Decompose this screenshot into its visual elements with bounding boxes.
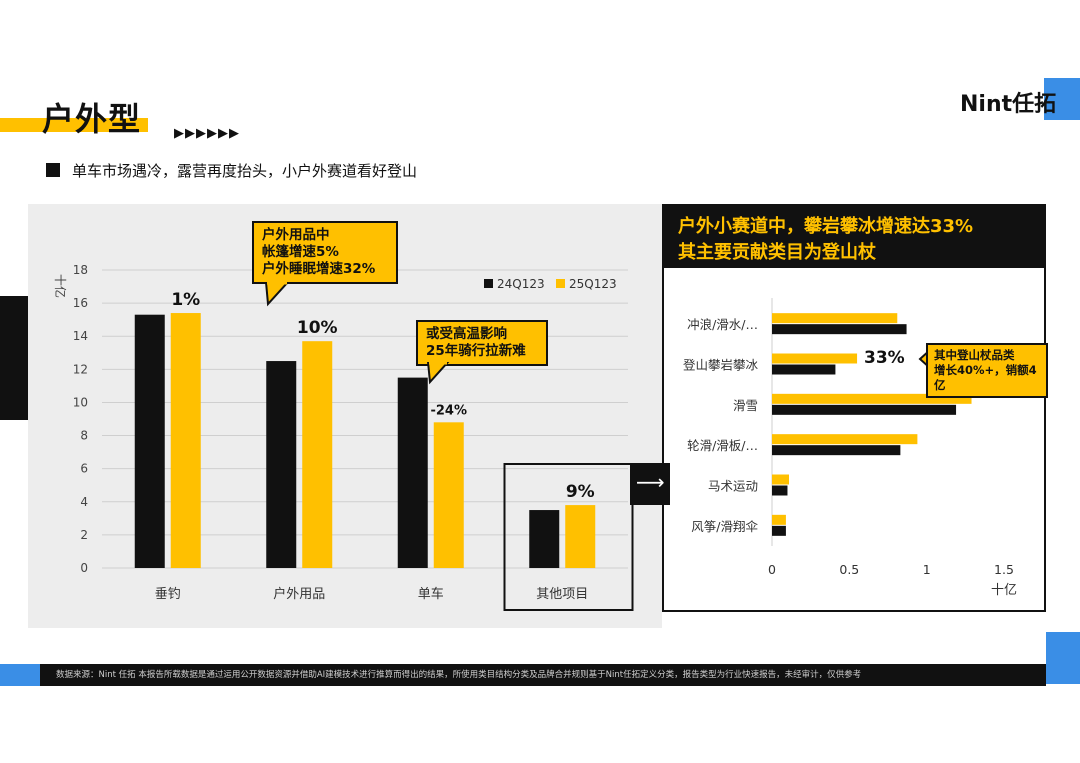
bar-25Q123 xyxy=(565,505,596,568)
y-tick-label: 0 xyxy=(80,561,88,575)
x-tick-label: 其他项目 xyxy=(536,587,588,602)
y-tick-label: 10 xyxy=(73,395,88,409)
highlight-growth-label: 33% xyxy=(864,348,905,368)
right-card-header xyxy=(664,206,1044,268)
growth-data-label: 1% xyxy=(171,290,200,310)
bar-24Q123 xyxy=(397,377,428,568)
bar-24Q123 xyxy=(529,510,560,568)
growth-data-label: 10% xyxy=(297,318,338,338)
bar-24Q123 xyxy=(772,404,957,415)
callout-line: 户外用品中 xyxy=(262,227,330,243)
bar-24Q123 xyxy=(772,364,836,375)
y-tick-label: 2 xyxy=(80,528,88,542)
y-axis-label: 十亿 xyxy=(53,274,68,298)
bar-24Q123 xyxy=(772,485,788,496)
callout-line: 帐篷增速5% xyxy=(262,244,339,260)
bar-25Q123 xyxy=(772,393,972,404)
callout-line: 或受高温影响 xyxy=(426,326,507,342)
y-tick-label: 滑雪 xyxy=(733,398,758,413)
bar-25Q123 xyxy=(772,353,858,364)
bar-25Q123 xyxy=(433,422,464,568)
growth-data-label: 9% xyxy=(566,482,595,502)
right-edge-block xyxy=(1046,632,1080,684)
long-arrow-right-icon: ⟶ xyxy=(636,470,665,494)
y-tick-label: 12 xyxy=(73,362,88,376)
y-tick-label: 6 xyxy=(80,462,88,476)
bar-24Q123 xyxy=(772,445,901,456)
y-tick-label: 14 xyxy=(73,329,88,343)
highlight-box xyxy=(503,463,634,611)
callout-line: 其中登山杖品类 xyxy=(934,348,1015,362)
legend-label: 24Q123 xyxy=(497,277,545,291)
y-tick-label: 16 xyxy=(73,296,88,310)
bar-24Q123 xyxy=(772,324,907,335)
arrow-decoration: ▶▶▶▶▶▶ xyxy=(174,126,240,141)
x-tick-label: 0 xyxy=(768,562,776,577)
connector-box xyxy=(630,463,670,505)
brand-logo: Nint任拓 xyxy=(960,92,1057,117)
bar-25Q123 xyxy=(772,514,786,525)
y-tick-label: 18 xyxy=(73,263,88,277)
footer-disclaimer: 数据来源：Nint 任拓 本报告所载数据是通过运用公开数据资源并借助AI建模技术… xyxy=(40,664,1046,686)
callout-cycling: 或受高温影响 25年骑行拉新难 xyxy=(416,320,548,366)
callout-pointer xyxy=(426,362,450,385)
x-tick-label: 垂钓 xyxy=(155,587,181,602)
bar-25Q123 xyxy=(302,341,333,568)
y-tick-label: 8 xyxy=(80,429,88,443)
left-edge-block xyxy=(0,296,28,420)
callout-trekking-poles: 其中登山杖品类 增长40%+，销额4亿 xyxy=(926,343,1048,398)
title-underline-bar xyxy=(0,118,148,132)
y-tick-label: 风筝/滑翔伞 xyxy=(691,519,758,534)
footer-accent-block xyxy=(0,664,40,686)
bar-25Q123 xyxy=(772,313,898,324)
callout-line: 25年骑行拉新难 xyxy=(426,343,526,359)
page-subtitle: 单车市场遇冷，露营再度抬头，小户外赛道看好登山 xyxy=(72,162,418,180)
y-tick-label: 冲浪/滑水/… xyxy=(687,317,758,332)
callout-line: 户外睡眠增速32% xyxy=(262,261,376,277)
legend-swatch xyxy=(484,279,493,288)
page-title: 户外型 xyxy=(42,100,142,138)
callout-pointer xyxy=(264,282,290,307)
y-tick-label: 登山攀岩攀冰 xyxy=(683,358,759,373)
x-tick-label: 单车 xyxy=(418,586,444,602)
x-tick-label: 0.5 xyxy=(839,562,859,577)
bar-25Q123 xyxy=(170,313,201,568)
x-tick-label: 户外用品 xyxy=(273,586,325,602)
right-card-subtitle: 其主要贡献类目为登山杖 xyxy=(678,242,876,263)
x-axis-label: 十亿 xyxy=(991,583,1017,598)
bar-24Q123 xyxy=(266,361,297,568)
callout-outdoor-gear: 户外用品中 帐篷增速5% 户外睡眠增速32% xyxy=(252,221,398,284)
right-card-title: 户外小赛道中，攀岩攀冰增速达33% xyxy=(678,216,974,237)
y-tick-label: 轮滑/滑板/… xyxy=(687,438,758,453)
bar-25Q123 xyxy=(772,474,790,485)
bar-25Q123 xyxy=(772,434,918,445)
growth-data-label: -24% xyxy=(430,403,467,418)
bullet-square-icon xyxy=(46,163,60,177)
legend-label: 25Q123 xyxy=(569,277,617,291)
bar-24Q123 xyxy=(134,314,165,568)
x-tick-label: 1 xyxy=(923,562,931,577)
y-tick-label: 4 xyxy=(80,495,88,509)
x-tick-label: 1.5 xyxy=(994,562,1014,577)
callout-line: 增长40%+，销额4亿 xyxy=(934,363,1037,392)
bar-24Q123 xyxy=(772,525,786,536)
legend-swatch xyxy=(556,279,565,288)
y-tick-label: 马术运动 xyxy=(708,479,758,494)
